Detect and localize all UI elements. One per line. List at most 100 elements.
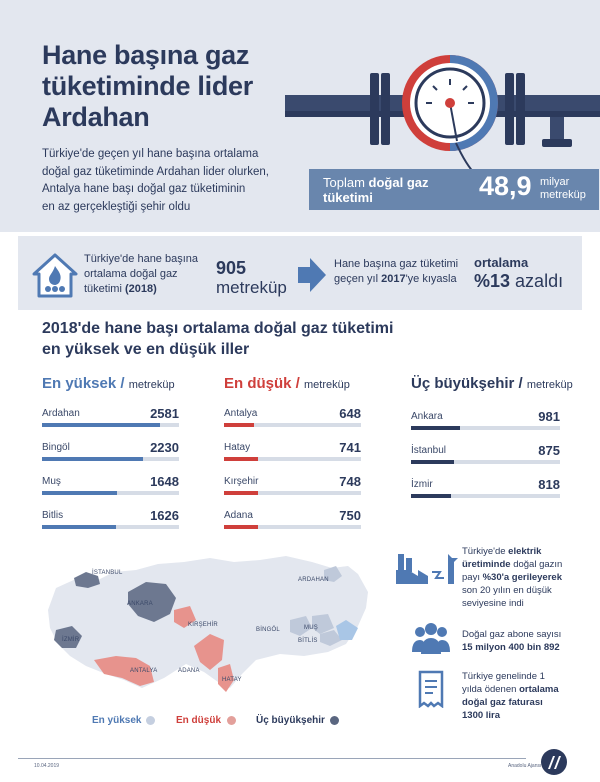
row-value: 748 [339,474,361,489]
total-label-bold: tüketimi [323,190,373,205]
comparison-line: geçen yıl [334,273,379,285]
row-name: Kırşehir [224,476,259,487]
footer-date: 10.04.2019 [34,763,60,769]
info-text: yılda ödenen [462,684,517,695]
map-label-bingol: BİNGÖL [256,627,280,633]
bill-icon [418,670,444,708]
map-label-antalya: ANTALYA [130,668,158,674]
footer-agency: Anadolu Ajansı [508,763,542,769]
factory-icon [396,554,458,584]
bar-track [42,423,179,427]
map-izmir [54,626,82,648]
bar-fill [224,457,258,461]
row-name: Bitlis [42,510,64,521]
map-bitlis [320,630,342,646]
map-ankara [128,582,176,622]
row-name: İstanbul [411,445,447,456]
legend-highest: En yüksek [92,715,142,726]
map-label-ardahan: ARDAHAN [298,577,329,583]
info-text: payı [462,572,480,583]
bar-track [224,457,361,461]
total-consumption-box: Toplam doğal gaz tüketimi 48,9 milyar me… [309,169,599,210]
info-text: Türkiye'de [462,546,506,557]
row-value: 1648 [150,474,179,489]
aa-logo-icon [541,749,567,775]
change-value: %13 azaldı [474,271,563,292]
footer-divider [18,758,526,759]
row-value: 2230 [150,440,179,455]
page-subtitle: Türkiye'de geçen yıl hane başına ortalam… [42,146,302,216]
map-label-istanbul: İSTANBUL [92,570,123,576]
legend-dot-highest [146,716,155,725]
legend-dot-lowest [227,716,236,725]
row-value: 875 [538,443,560,458]
subtitle-line: Antalya hane başı doğal gaz tüketiminin [42,183,246,195]
column-head: En yüksek / metreküp [42,375,175,392]
subtitle-line: Türkiye'de geçen yıl hane başına ortalam… [42,148,259,160]
change-label: ortalama [474,255,529,270]
row-value: 1626 [150,508,179,523]
row-value: 741 [339,440,361,455]
bar-fill [224,423,254,427]
bar-fill [42,457,143,461]
info-text: doğal gazın [513,559,563,570]
row-name: Muş [42,476,61,487]
column-head: Üç büyükşehir / metreküp [411,375,573,392]
info-bold: üretiminde [462,559,511,570]
bar-track [411,460,560,464]
bar-fill [42,491,117,495]
total-label-prefix: Toplam [323,175,365,190]
avg-unit: metreküp [216,278,287,297]
avg-year: (2018) [124,283,157,295]
map-label-adana: ADANA [178,668,200,674]
row-name: Antalya [224,408,258,419]
bar-fill [224,491,258,495]
bar-fill [224,525,258,529]
section-title-line: en yüksek ve en düşük iller [42,341,250,358]
gas-meter-icon [285,55,600,179]
info-text: Doğal gaz abone sayısı [462,629,562,640]
total-unit: milyar metreküp [540,176,586,202]
title-line: tüketiminde lider [42,71,253,101]
bar-track [224,491,361,495]
comparison-line: 'ye kıyasla [405,273,457,285]
row-name: Ankara [411,411,443,422]
row-name: Ardahan [42,408,80,419]
map-label-mus: MUŞ [304,625,318,631]
bar-track [224,525,361,529]
info-subscribers: Doğal gaz abone sayısı 15 milyon 400 bin… [462,628,592,654]
map-label-kirsehir: KIRŞEHİR [188,622,218,628]
legend-lowest: En düşük [176,715,222,726]
bar-fill [411,494,451,498]
bar-fill [42,423,160,427]
map-land [48,556,368,688]
avg-text-line: Türkiye'de hane başına [84,253,199,265]
map-adana [194,634,224,670]
bar-track [42,457,179,461]
change-pct: %13 [474,271,511,291]
comparison-text: Hane başına gaz tüketimi geçen yıl 2017'… [334,257,479,287]
row-value: 2581 [150,406,179,421]
map-hatay [218,664,234,692]
row-name: Adana [224,510,253,521]
map-istanbul [74,572,100,588]
change-word: azaldı [515,271,564,291]
column-unit: metreküp [526,379,573,391]
bar-fill [411,426,460,430]
row-name: İzmir [411,479,433,490]
column-head: En düşük / metreküp [224,375,350,392]
total-label-bold: doğal gaz [368,175,429,190]
info-bold: elektrik [508,546,542,557]
map-antalya [94,656,154,686]
total-unit-line: milyar [540,176,570,188]
people-icon [412,623,450,654]
map-mus [312,614,334,634]
row-value: 818 [538,477,560,492]
total-value: 48,9 [479,171,532,201]
info-bold: ortalama [519,684,559,695]
bar-track [411,426,560,430]
arrow-right-icon [298,258,326,292]
map-east-highlight [336,620,358,640]
legend-metros: Üç büyükşehir [256,715,325,726]
map-label-izmir: İZMİR [62,637,80,643]
